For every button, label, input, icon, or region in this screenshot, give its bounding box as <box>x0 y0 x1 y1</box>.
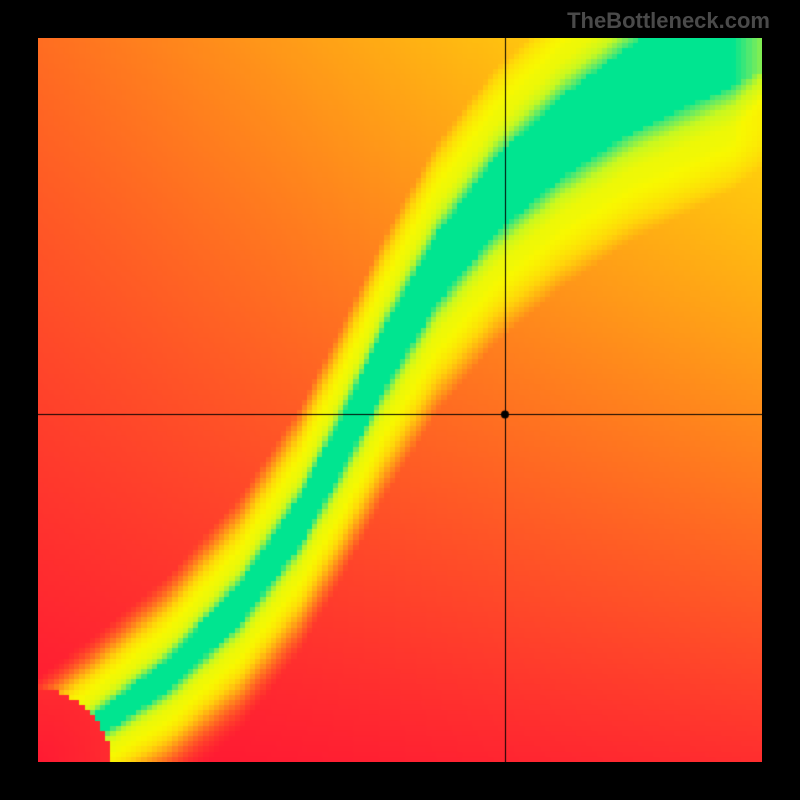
chart-container: TheBottleneck.com <box>0 0 800 800</box>
crosshair-overlay <box>38 38 762 762</box>
watermark-label: TheBottleneck.com <box>567 8 770 34</box>
